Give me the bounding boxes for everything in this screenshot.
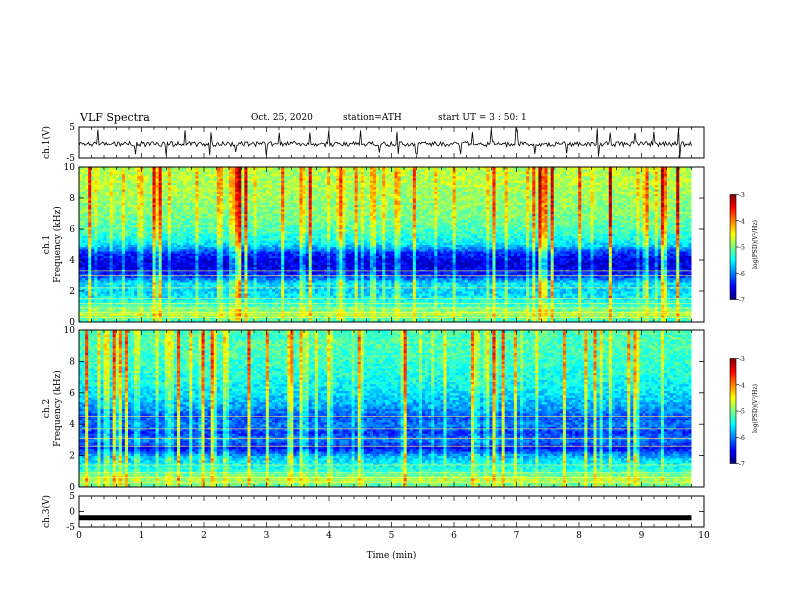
spectrogram-ch1-spectrogram <box>79 167 704 322</box>
y-tick-label: 2 <box>69 452 75 462</box>
spectrogram-ch2-spectrogram <box>79 330 704 487</box>
waveform-ch1-waveform <box>79 128 692 158</box>
x-tick-label: 10 <box>698 531 710 541</box>
y-tick-label: 6 <box>69 389 75 399</box>
colorbar-tick-label: -3 <box>739 192 745 199</box>
y-tick-label: 10 <box>64 163 76 173</box>
y-axis-label: Frequency (kHz) <box>52 206 63 283</box>
x-tick-label: 8 <box>576 531 582 541</box>
x-tick-label: 9 <box>639 531 645 541</box>
colorbar-tick-label: -5 <box>739 409 745 416</box>
y-tick-label: 0 <box>69 508 75 518</box>
y-tick-label: -5 <box>66 523 75 533</box>
y-axis-label: ch.1(V) <box>41 126 52 159</box>
waveform-trace <box>79 128 692 158</box>
colorbar <box>730 359 736 464</box>
x-tick-label: 4 <box>326 531 332 541</box>
x-tick-label: 7 <box>514 531 520 541</box>
y-tick-label: 8 <box>69 194 75 204</box>
y-tick-label: 6 <box>69 225 75 235</box>
y-axis-channel-label: ch.2 <box>42 399 52 418</box>
x-tick-label: 1 <box>139 531 145 541</box>
y-axis-channel-label: ch.1 <box>42 235 52 254</box>
colorbar-label: log(PSD)(V²/Hz) <box>752 384 759 433</box>
y-tick-label: 5 <box>69 492 75 502</box>
x-tick-label: 5 <box>389 531 395 541</box>
x-tick-label: 0 <box>76 531 82 541</box>
colorbar-tick-label: -3 <box>739 356 745 363</box>
colorbar-tick-label: -4 <box>739 218 745 225</box>
colorbar-tick-label: -6 <box>739 435 745 442</box>
y-tick-label: 4 <box>69 256 75 266</box>
colorbar-tick-label: -5 <box>739 245 745 252</box>
y-axis-label: ch.3(V) <box>41 495 52 528</box>
x-tick-label: 2 <box>201 531 207 541</box>
y-tick-label: 8 <box>69 357 75 367</box>
colorbar-tick-label: -6 <box>739 271 745 278</box>
colorbar-tick-label: -7 <box>739 461 745 468</box>
y-axis-label: Frequency (kHz) <box>52 370 63 447</box>
colorbar-tick-label: -4 <box>739 382 745 389</box>
x-tick-label: 3 <box>264 531 270 541</box>
colorbar-label: log(PSD)(V²/Hz) <box>752 220 759 269</box>
x-tick-label: 6 <box>451 531 457 541</box>
y-tick-label: 5 <box>69 123 75 133</box>
y-tick-label: 4 <box>69 420 75 430</box>
colorbar <box>730 195 736 300</box>
y-tick-label: 2 <box>69 287 75 297</box>
x-axis-label: Time (min) <box>367 550 417 561</box>
colorbar-tick-label: -7 <box>739 297 745 304</box>
y-tick-label: 10 <box>64 326 76 336</box>
